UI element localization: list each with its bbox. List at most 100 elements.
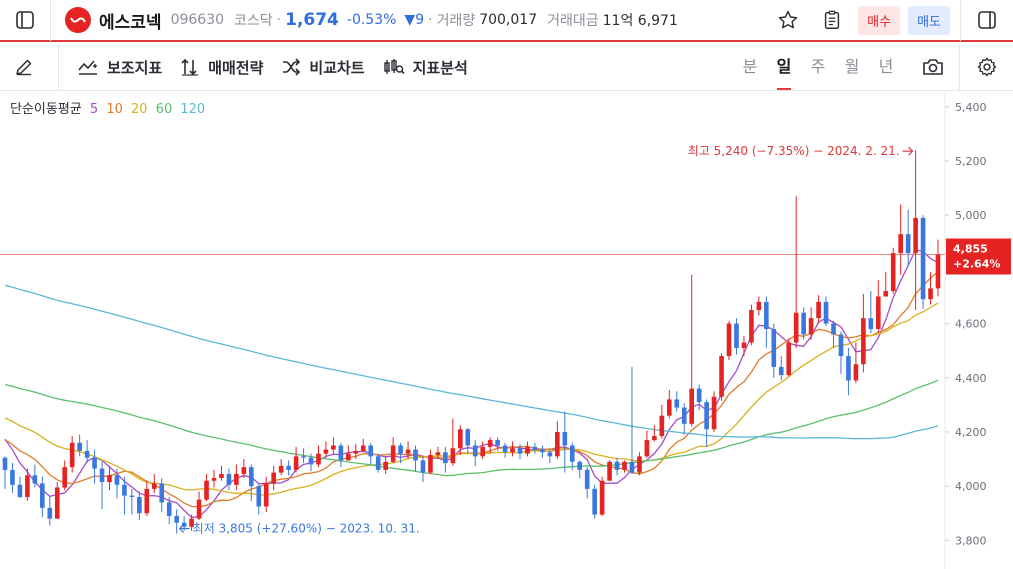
candle — [25, 468, 30, 502]
tab-week[interactable]: 주 — [810, 57, 826, 76]
low-price-annotation: 최저 3,805 (+27.60%) − 2023. 10. 31. — [193, 522, 420, 536]
candle-body — [614, 461, 620, 470]
candle — [293, 446, 299, 473]
candle — [69, 436, 75, 473]
candle — [151, 473, 157, 493]
candle — [204, 473, 209, 502]
candle — [510, 441, 515, 457]
candle-body — [681, 407, 687, 424]
strategy-button[interactable]: 매매전략 — [180, 57, 263, 78]
candle-body — [226, 473, 232, 485]
candlestick-chart[interactable]: 5,400 5,200 5,000 4,600 4,400 4,200 4,000 3,800… — [0, 92, 1013, 569]
candle — [137, 491, 142, 521]
candle-body — [338, 445, 344, 461]
ma-legend-item: 120 — [180, 102, 206, 117]
candle-body — [166, 502, 172, 516]
candle-body — [659, 415, 665, 437]
ma-legend-item: 60 — [155, 102, 173, 117]
candle-body — [741, 342, 747, 348]
price-tick-label: 4,000 — [955, 480, 987, 493]
candle-body — [25, 475, 30, 497]
candle — [726, 320, 732, 361]
candle-body — [502, 445, 508, 453]
tab-month[interactable]: 월 — [844, 57, 860, 76]
candle — [935, 239, 941, 297]
candle-body — [10, 469, 15, 485]
sell-button[interactable]: 매도 — [908, 5, 950, 35]
candle-body — [331, 445, 336, 450]
candle — [375, 453, 381, 473]
high-arrow-head — [908, 146, 914, 156]
candle-body — [637, 456, 642, 473]
candle-body — [532, 446, 538, 450]
candle-body — [360, 445, 366, 451]
company-logo — [65, 7, 91, 33]
candle-body — [40, 483, 45, 508]
memo-button[interactable] — [814, 2, 850, 38]
indicator-label: 보조지표 — [107, 58, 163, 77]
candle — [502, 442, 508, 458]
left-panel-toggle[interactable] — [0, 0, 50, 40]
current-price-badge — [946, 238, 1011, 275]
candle — [398, 442, 403, 464]
candle — [159, 478, 165, 512]
camera-icon — [923, 59, 943, 75]
candle-body — [592, 488, 597, 515]
candle — [495, 437, 500, 451]
candle-body — [719, 356, 724, 397]
candle — [47, 496, 53, 526]
candle — [853, 342, 859, 384]
index-percent: -0.53% — [346, 12, 397, 28]
ma-line-10 — [4, 271, 939, 508]
candle-body — [211, 478, 217, 481]
candle-body — [883, 291, 889, 297]
candle-body — [793, 312, 799, 343]
candle — [525, 441, 530, 457]
indicator-button[interactable]: 보조지표 — [77, 57, 162, 78]
candle — [487, 437, 493, 454]
draw-tool-button[interactable] — [14, 57, 42, 77]
candle — [248, 464, 254, 502]
price-chart[interactable]: 5,400 5,200 5,000 4,600 4,400 4,200 4,000 3,800… — [0, 92, 1013, 569]
candle-body — [875, 296, 881, 329]
candle-body — [607, 461, 612, 481]
separator-dot: · — [428, 12, 433, 28]
tab-day[interactable]: 일 — [767, 44, 801, 90]
candle-body — [32, 475, 38, 484]
right-panel-toggle[interactable] — [961, 0, 1013, 40]
candle — [353, 444, 359, 460]
candle-body — [248, 467, 254, 487]
candle-body — [629, 461, 635, 473]
star-icon — [778, 10, 798, 29]
compare-button[interactable]: 비교차트 — [281, 57, 365, 78]
screenshot-button[interactable] — [915, 44, 951, 90]
candle — [831, 320, 836, 348]
candle-body — [764, 301, 769, 329]
candle — [741, 335, 747, 357]
stock-name[interactable]: 에스코넥 — [99, 12, 162, 33]
candle — [883, 272, 889, 297]
candle-body — [935, 254, 941, 289]
candle — [614, 457, 620, 476]
candle-body — [54, 487, 60, 519]
candle — [652, 425, 657, 442]
candle — [383, 456, 388, 474]
tab-year[interactable]: 년 — [878, 57, 894, 76]
candle — [584, 467, 590, 499]
candle-body — [666, 399, 672, 416]
candle-body — [562, 431, 568, 446]
candle — [793, 196, 799, 348]
stock-code: 096630 — [170, 12, 225, 28]
tab-minute[interactable]: 분 — [742, 57, 758, 76]
candle-body — [599, 480, 605, 515]
candle — [189, 514, 194, 531]
settings-button[interactable] — [959, 44, 1013, 90]
analysis-button[interactable]: 지표분석 — [383, 57, 468, 78]
buy-button[interactable]: 매수 — [858, 5, 901, 35]
candle — [532, 442, 538, 454]
candle-body — [823, 301, 829, 324]
favorite-button[interactable] — [770, 2, 806, 38]
pencil-icon — [16, 59, 32, 76]
candle — [465, 427, 471, 454]
candle-body — [17, 484, 23, 497]
